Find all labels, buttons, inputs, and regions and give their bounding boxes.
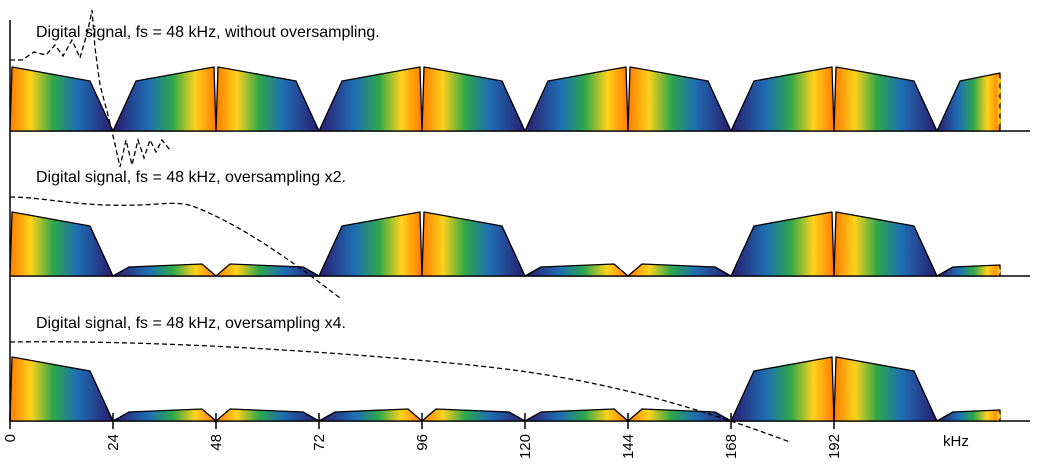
panel-3-band-8 bbox=[730, 356, 835, 422]
panel-2-band-2 bbox=[112, 263, 217, 277]
panel-2-band-5 bbox=[421, 211, 526, 277]
panel-1-band-3 bbox=[215, 66, 320, 132]
panel-3-band-5 bbox=[421, 408, 526, 422]
panel-1-band-10 bbox=[936, 72, 1001, 132]
axis-tick-label-72: 72 bbox=[311, 434, 328, 451]
panel-1-band-5 bbox=[421, 66, 526, 132]
panel-3-band-6 bbox=[524, 408, 629, 422]
panel-1-band-7 bbox=[627, 66, 732, 132]
panel-2-band-1 bbox=[9, 211, 114, 277]
panel-2-edge-marker bbox=[997, 266, 1001, 276]
frequency-axis-ticks: 0 24 48 72 96 120 144 168 192 bbox=[2, 413, 843, 459]
axis-tick-label-144: 144 bbox=[620, 434, 637, 459]
panel-2-band-10 bbox=[936, 264, 1001, 277]
panel-3-band-2 bbox=[112, 408, 217, 422]
panel-1-caption: Digital signal, fs = 48 kHz, without ove… bbox=[36, 24, 380, 41]
panel-2-band-9 bbox=[833, 211, 938, 277]
panel-3-caption: Digital signal, fs = 48 kHz, oversamplin… bbox=[36, 315, 346, 332]
axis-tick-label-96: 96 bbox=[414, 434, 431, 451]
panel-2-band-6 bbox=[524, 263, 629, 277]
panel-1-band-4 bbox=[318, 66, 423, 132]
panel-1-band-1 bbox=[9, 66, 114, 132]
axis-tick-label-168: 168 bbox=[723, 434, 740, 459]
panel-1-edge-marker bbox=[997, 76, 1001, 131]
axis-tick-label-48: 48 bbox=[208, 434, 225, 451]
panel-3-band-9 bbox=[833, 356, 938, 422]
filter-response-curve-2 bbox=[9, 196, 341, 299]
filter-response-curve-3 bbox=[9, 341, 791, 443]
panel-3-spectrum bbox=[9, 356, 1001, 422]
panel-2-band-4 bbox=[318, 211, 423, 277]
panel-2-band-3 bbox=[215, 263, 320, 277]
panel-2-band-7 bbox=[627, 263, 732, 277]
panel-3-edge-marker bbox=[997, 411, 1001, 421]
panel-3-band-10 bbox=[936, 409, 1001, 422]
panel-1-band-6 bbox=[524, 66, 629, 132]
panel-2-caption: Digital signal, fs = 48 kHz, oversamplin… bbox=[36, 169, 346, 186]
panel-1-band-9 bbox=[833, 66, 938, 132]
panel-2-band-8 bbox=[730, 211, 835, 277]
panel-3-band-3 bbox=[215, 408, 320, 422]
axis-tick-label-24: 24 bbox=[105, 434, 122, 451]
panel-1-band-2 bbox=[112, 66, 217, 132]
panel-3-band-1 bbox=[9, 356, 114, 422]
filter-response-curve-1 bbox=[10, 9, 171, 168]
axis-tick-label-192: 192 bbox=[826, 434, 843, 459]
frequency-unit-label: kHz bbox=[943, 433, 969, 450]
axis-tick-label-0: 0 bbox=[2, 434, 19, 442]
panel-3-band-7 bbox=[627, 408, 732, 422]
panel-1-band-8 bbox=[730, 66, 835, 132]
panel-2-spectrum bbox=[9, 211, 1001, 277]
panel-1-spectrum bbox=[9, 66, 1001, 132]
axis-tick-label-120: 120 bbox=[517, 434, 534, 459]
panel-3-band-4 bbox=[318, 408, 423, 422]
